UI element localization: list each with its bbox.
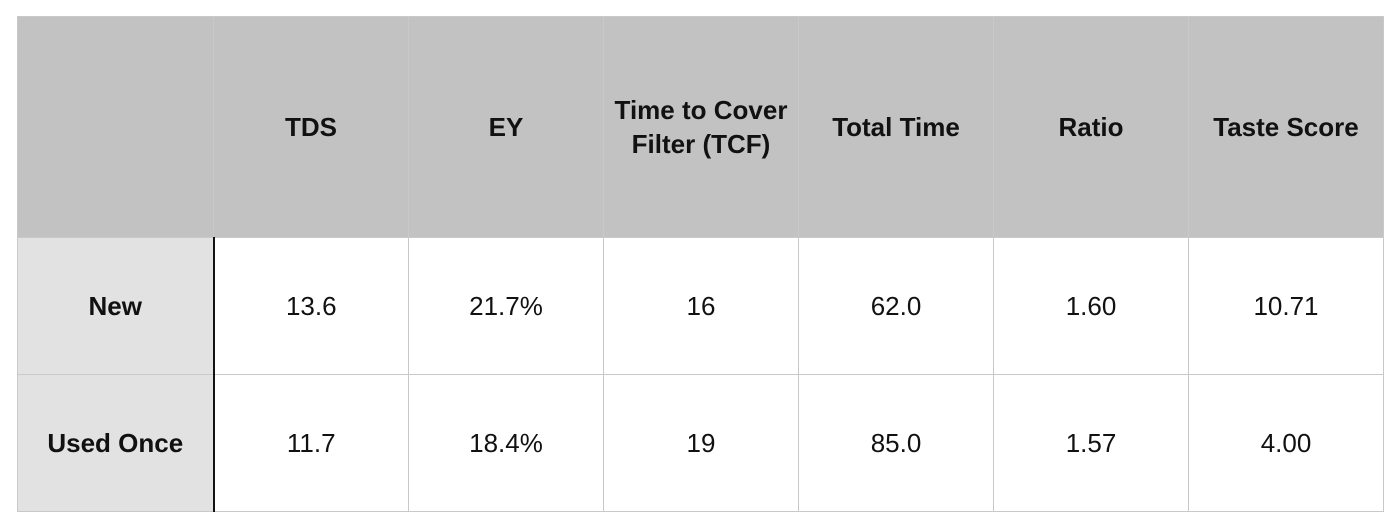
cell-new-tds: 13.6 xyxy=(213,237,409,375)
cell-new-ey: 21.7% xyxy=(408,237,604,375)
cell-new-tcf: 16 xyxy=(603,237,799,375)
cell-used-once-tds: 11.7 xyxy=(213,374,409,512)
header-row: TDS EY Time to Cover Filter (TCF) Total … xyxy=(17,16,1384,238)
header-ratio: Ratio xyxy=(993,16,1189,238)
cell-new-total-time: 62.0 xyxy=(798,237,994,375)
row-label-used-once: Used Once xyxy=(17,374,215,512)
cell-used-once-tcf: 19 xyxy=(603,374,799,512)
cell-used-once-ratio: 1.57 xyxy=(993,374,1189,512)
comparison-table: TDS EY Time to Cover Filter (TCF) Total … xyxy=(17,16,1384,512)
row-label-new: New xyxy=(17,237,215,375)
cell-used-once-total-time: 85.0 xyxy=(798,374,994,512)
cell-used-once-ey: 18.4% xyxy=(408,374,604,512)
header-corner-cell xyxy=(17,16,214,238)
header-total-time: Total Time xyxy=(798,16,994,238)
cell-new-taste-score: 10.71 xyxy=(1188,237,1384,375)
cell-new-ratio: 1.60 xyxy=(993,237,1189,375)
comparison-table-container: TDS EY Time to Cover Filter (TCF) Total … xyxy=(17,16,1384,512)
table-row: New 13.6 21.7% 16 62.0 1.60 10.71 xyxy=(17,237,1384,375)
header-ey: EY xyxy=(408,16,604,238)
header-tcf: Time to Cover Filter (TCF) xyxy=(603,16,799,238)
header-taste-score: Taste Score xyxy=(1188,16,1384,238)
header-tds: TDS xyxy=(213,16,409,238)
table-row: Used Once 11.7 18.4% 19 85.0 1.57 4.00 xyxy=(17,374,1384,512)
cell-used-once-taste-score: 4.00 xyxy=(1188,374,1384,512)
